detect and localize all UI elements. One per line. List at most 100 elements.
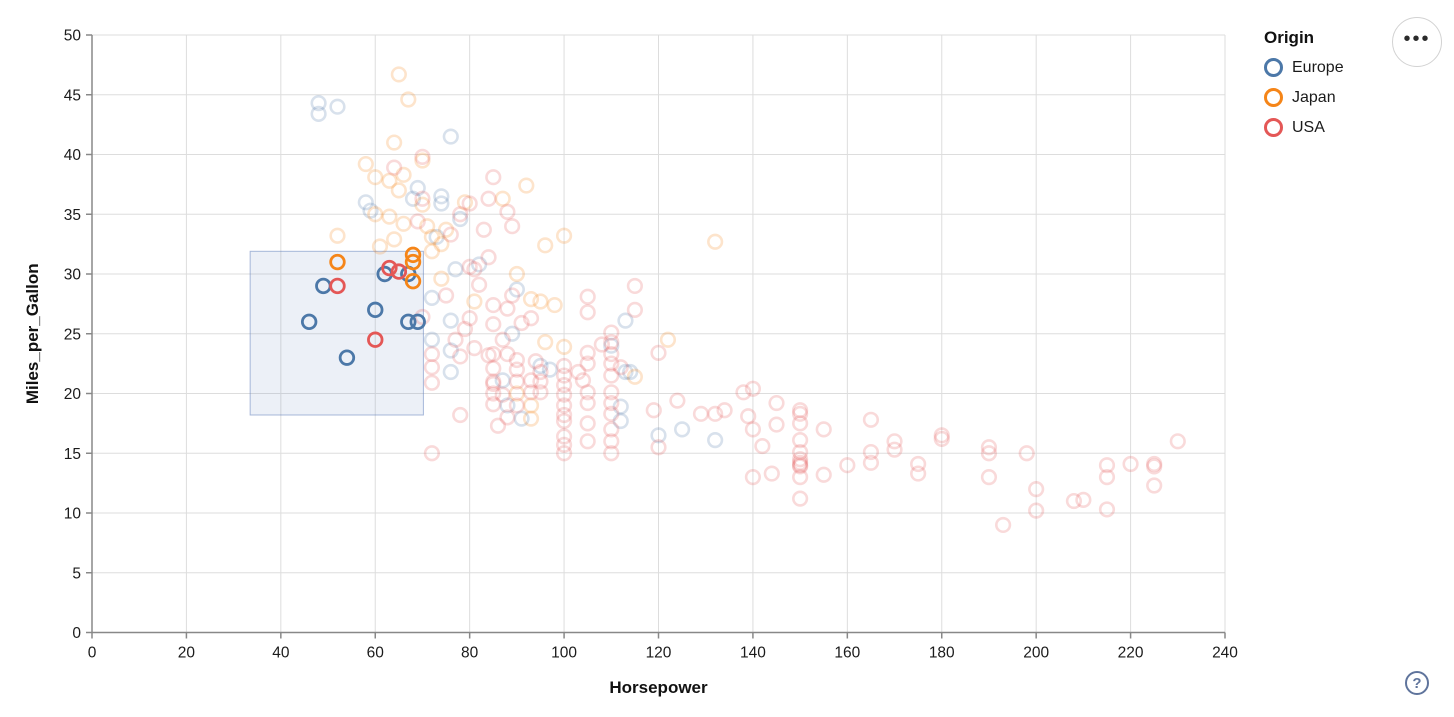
data-point[interactable]	[437, 287, 455, 304]
data-point[interactable]	[499, 203, 516, 220]
data-point[interactable]	[409, 213, 426, 230]
data-point[interactable]	[466, 293, 483, 310]
data-point[interactable]	[886, 441, 903, 458]
data-point[interactable]	[886, 433, 903, 450]
data-point[interactable]	[494, 331, 511, 348]
data-point[interactable]	[603, 334, 620, 351]
data-point[interactable]	[1028, 481, 1045, 498]
data-point[interactable]	[792, 432, 809, 449]
data-point[interactable]	[423, 289, 441, 307]
data-point[interactable]	[659, 331, 677, 348]
data-point[interactable]	[645, 402, 662, 419]
data-point[interactable]	[456, 194, 474, 211]
data-point[interactable]	[617, 363, 634, 381]
data-point[interactable]	[522, 384, 540, 401]
data-point[interactable]	[650, 427, 667, 444]
data-point[interactable]	[862, 411, 880, 428]
data-point[interactable]	[603, 384, 620, 401]
data-point[interactable]	[527, 353, 544, 370]
data-point[interactable]	[522, 372, 540, 389]
data-point[interactable]	[555, 445, 573, 462]
data-point[interactable]	[707, 432, 724, 449]
data-point[interactable]	[442, 128, 459, 145]
data-point[interactable]	[381, 208, 398, 225]
data-point[interactable]	[371, 238, 389, 255]
data-point[interactable]	[792, 457, 809, 474]
data-point[interactable]	[466, 261, 483, 278]
data-point[interactable]	[423, 445, 441, 462]
data-point[interactable]	[522, 397, 540, 414]
data-point[interactable]	[768, 394, 785, 412]
data-point[interactable]	[555, 367, 573, 384]
data-point[interactable]	[329, 98, 346, 115]
data-point[interactable]	[555, 386, 573, 403]
data-point[interactable]	[390, 182, 407, 199]
data-point[interactable]	[555, 377, 573, 394]
data-point[interactable]	[532, 293, 549, 310]
data-point[interactable]	[494, 386, 511, 403]
data-point[interactable]	[357, 194, 374, 211]
data-point[interactable]	[910, 465, 927, 482]
data-point[interactable]	[603, 433, 620, 450]
data-point[interactable]	[603, 445, 620, 462]
data-point[interactable]	[579, 355, 596, 372]
data-point[interactable]	[1028, 502, 1045, 519]
data-point[interactable]	[386, 159, 403, 176]
data-point[interactable]	[456, 320, 474, 338]
data-point[interactable]	[744, 421, 762, 438]
data-point[interactable]	[513, 314, 530, 332]
data-point[interactable]	[612, 359, 629, 376]
data-point[interactable]	[541, 361, 559, 378]
data-point[interactable]	[626, 301, 643, 318]
data-point[interactable]	[692, 405, 710, 422]
data-point[interactable]	[910, 455, 927, 473]
data-point[interactable]	[485, 296, 502, 314]
data-point[interactable]	[381, 172, 398, 189]
data-point[interactable]	[980, 439, 998, 456]
data-point[interactable]	[555, 412, 573, 430]
data-point[interactable]	[414, 148, 431, 165]
data-point[interactable]	[480, 190, 497, 207]
data-point[interactable]	[447, 331, 464, 348]
data-point[interactable]	[386, 134, 403, 151]
data-point[interactable]	[650, 439, 667, 456]
data-point[interactable]	[461, 195, 478, 212]
data-point[interactable]	[555, 397, 573, 414]
data-point[interactable]	[433, 236, 450, 253]
data-point[interactable]	[522, 290, 540, 308]
data-point[interactable]	[419, 218, 436, 235]
data-point[interactable]	[504, 287, 521, 304]
data-point[interactable]	[475, 221, 492, 238]
data-point[interactable]	[513, 410, 530, 427]
data-point[interactable]	[1146, 458, 1163, 475]
data-point-selected[interactable]	[367, 331, 384, 348]
data-point[interactable]	[494, 372, 511, 389]
data-point[interactable]	[414, 308, 431, 326]
data-point[interactable]	[485, 169, 502, 186]
data-point[interactable]	[1146, 477, 1163, 494]
data-point[interactable]	[612, 398, 629, 415]
data-point[interactable]	[603, 355, 620, 372]
data-point-selected[interactable]	[390, 263, 408, 280]
data-point[interactable]	[603, 324, 620, 341]
data-point-selected[interactable]	[338, 349, 356, 366]
data-point[interactable]	[537, 237, 554, 254]
data-point[interactable]	[532, 384, 549, 401]
data-point[interactable]	[622, 363, 639, 381]
data-point[interactable]	[367, 206, 384, 223]
data-point[interactable]	[428, 228, 445, 246]
data-point[interactable]	[452, 210, 469, 228]
data-point[interactable]	[612, 412, 629, 430]
data-point[interactable]	[716, 402, 733, 419]
data-point[interactable]	[815, 466, 832, 483]
data-point[interactable]	[707, 405, 724, 422]
data-point[interactable]	[555, 227, 573, 244]
data-point[interactable]	[409, 179, 426, 197]
data-point[interactable]	[433, 270, 450, 287]
data-point-selected[interactable]	[329, 253, 346, 271]
data-point[interactable]	[485, 396, 502, 413]
data-point[interactable]	[471, 256, 488, 273]
data-point-selected[interactable]	[400, 313, 417, 331]
